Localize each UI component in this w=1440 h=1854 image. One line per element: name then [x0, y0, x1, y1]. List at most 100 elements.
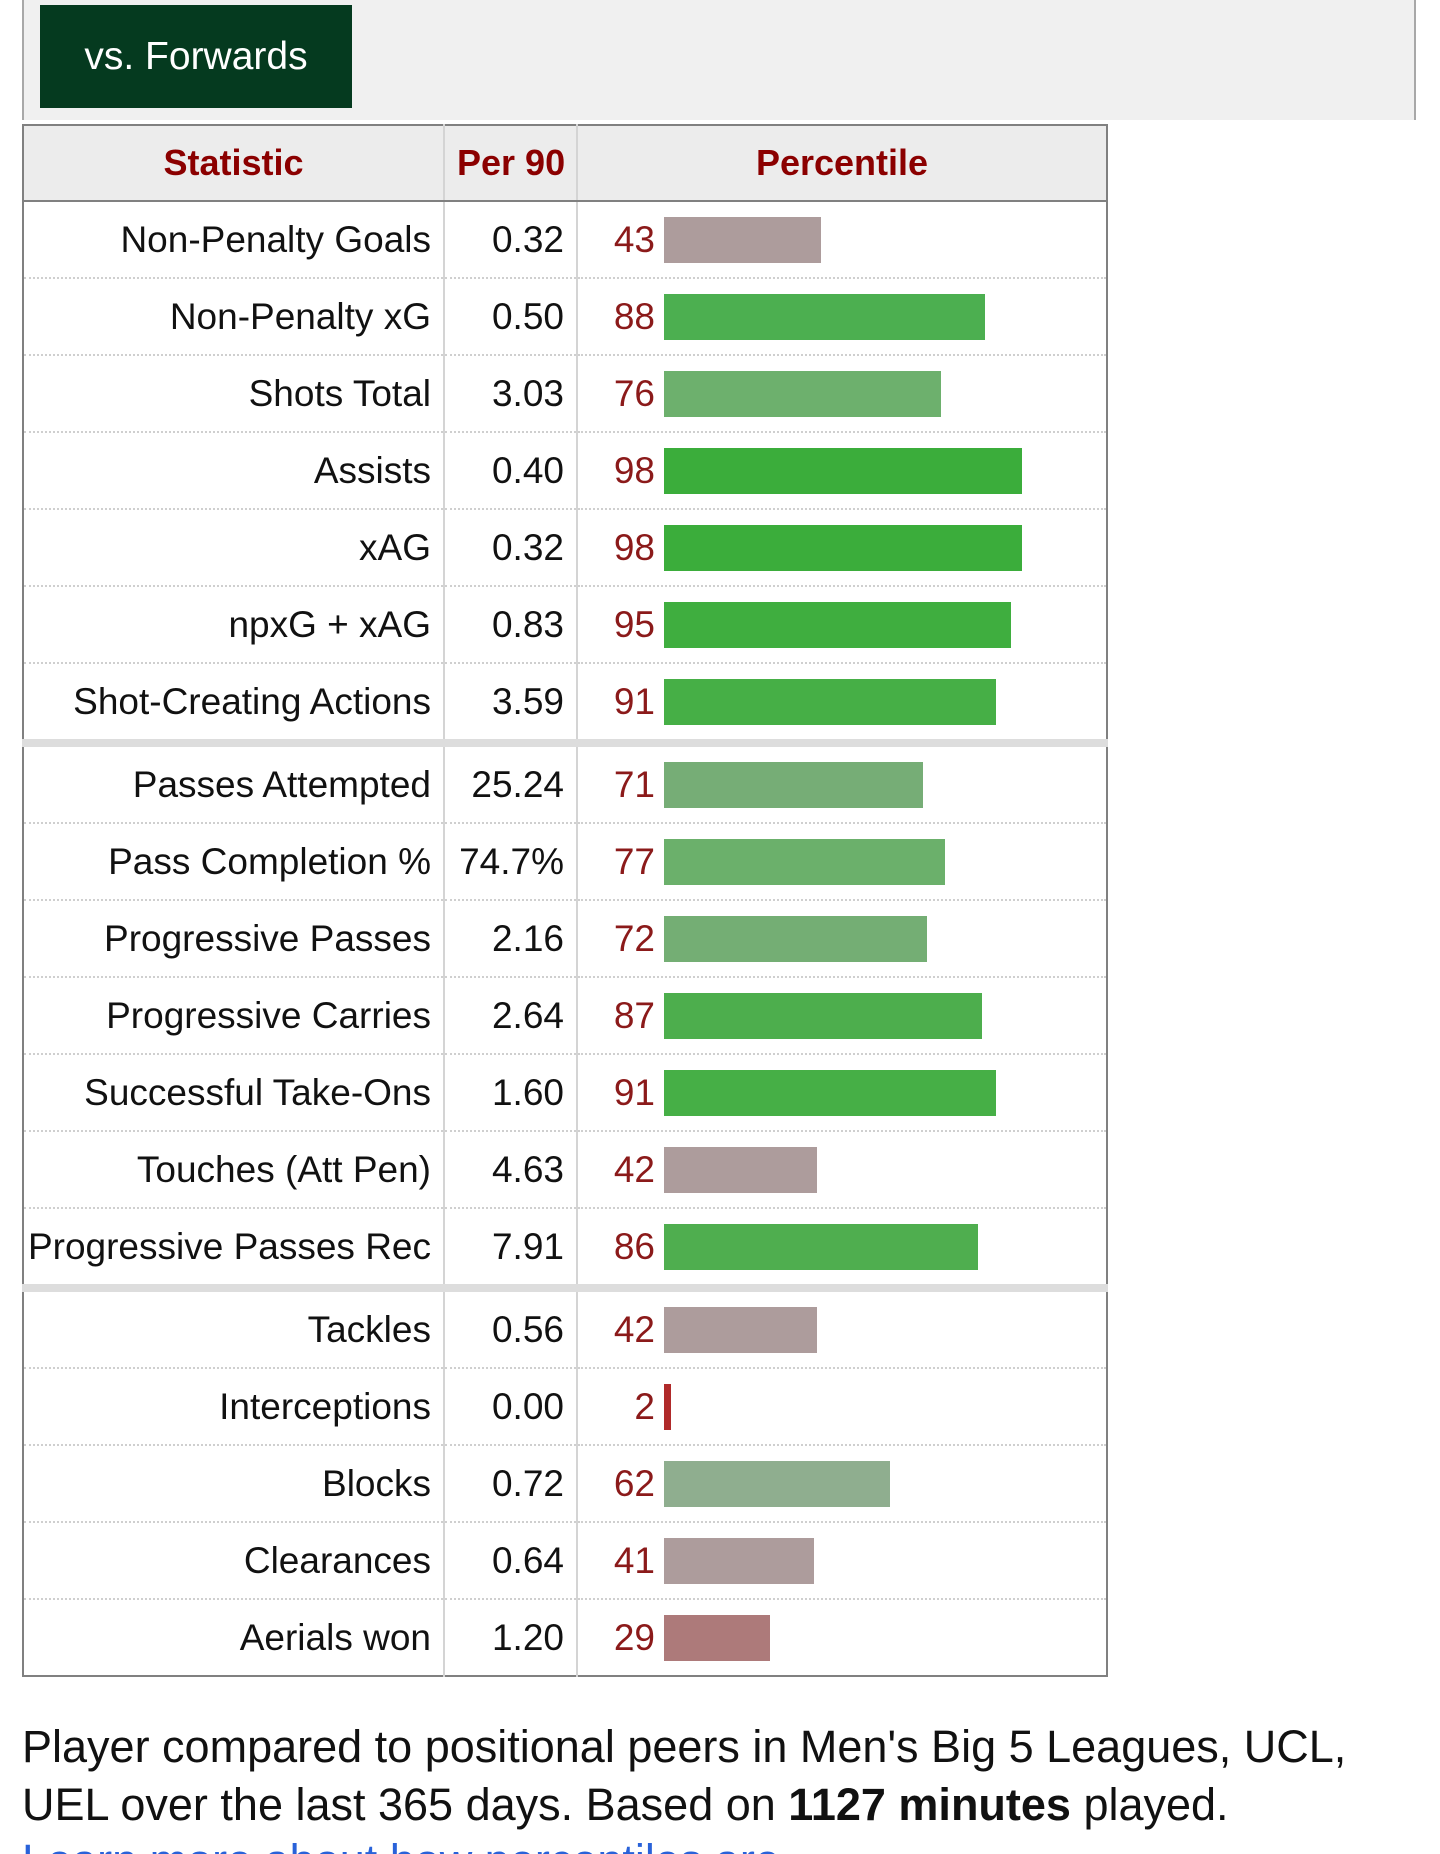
- percentile-cell: 91: [577, 663, 1107, 744]
- percentile-cell: 98: [577, 509, 1107, 587]
- percentile-cell: 71: [577, 739, 1107, 824]
- percentile-value: 43: [613, 218, 655, 260]
- table-row: Non-Penalty xG 0.50 88: [23, 278, 1107, 356]
- percentile-cell: 87: [577, 977, 1107, 1055]
- percentile-bar: [664, 1306, 818, 1353]
- table-row: Non-Penalty Goals 0.32 43: [23, 201, 1107, 279]
- table-row: Touches (Att Pen) 4.63 42: [23, 1131, 1107, 1209]
- percentile-value: 42: [613, 1148, 655, 1190]
- per90-value: 2.16: [444, 900, 578, 978]
- percentile-bar: [664, 838, 946, 885]
- table-row: npxG + xAG 0.83 95: [23, 586, 1107, 664]
- percentile-bar: [664, 601, 1011, 648]
- stat-name: Successful Take-Ons: [23, 1054, 445, 1132]
- percentile-value: 98: [613, 526, 655, 568]
- percentile-value: 91: [613, 1071, 655, 1113]
- table-row: Progressive Passes Rec 7.91 86: [23, 1208, 1107, 1289]
- percentile-bar: [664, 524, 1022, 571]
- stat-name: Progressive Passes Rec: [23, 1208, 445, 1289]
- percentile-cell: 41: [577, 1522, 1107, 1600]
- per90-value: 0.32: [444, 201, 578, 279]
- footer-note: Player compared to positional peers in M…: [22, 1718, 1422, 1834]
- per90-value: 0.56: [444, 1284, 578, 1369]
- percentile-value: 87: [613, 994, 655, 1036]
- percentile-bar: [664, 1460, 891, 1507]
- footer-text-end: played.: [1070, 1779, 1229, 1830]
- per90-value: 25.24: [444, 739, 578, 824]
- header-per90[interactable]: Per 90: [444, 125, 578, 202]
- percentile-cell: 95: [577, 586, 1107, 664]
- per90-value: 0.00: [444, 1368, 578, 1446]
- stat-name: npxG + xAG: [23, 586, 445, 664]
- percentile-value: 62: [613, 1462, 655, 1504]
- table-row: Successful Take-Ons 1.60 91: [23, 1054, 1107, 1132]
- percentile-value: 72: [613, 917, 655, 959]
- stat-name: Aerials won: [23, 1599, 445, 1676]
- percentile-value: 41: [613, 1539, 655, 1581]
- per90-value: 0.32: [444, 509, 578, 587]
- percentile-value: 76: [613, 372, 655, 414]
- percentile-cell: 62: [577, 1445, 1107, 1523]
- stat-name: Blocks: [23, 1445, 445, 1523]
- stat-name: Clearances: [23, 1522, 445, 1600]
- percentile-info-link[interactable]: Learn more about how percentiles are cal…: [22, 1832, 782, 1854]
- stat-name: Non-Penalty xG: [23, 278, 445, 356]
- percentile-cell: 88: [577, 278, 1107, 356]
- header-statistic[interactable]: Statistic: [23, 125, 445, 202]
- stat-name: Progressive Carries: [23, 977, 445, 1055]
- stat-name: Assists: [23, 432, 445, 510]
- table-row: Shot-Creating Actions 3.59 91: [23, 663, 1107, 744]
- stat-name: Non-Penalty Goals: [23, 201, 445, 279]
- percentile-bar: [664, 1223, 978, 1270]
- percentile-value: 71: [613, 763, 655, 805]
- per90-value: 74.7%: [444, 823, 578, 901]
- tab-bar: vs. Forwards: [22, 0, 1416, 120]
- footer-minutes: 1127 minutes: [788, 1779, 1071, 1830]
- table-row: Interceptions 0.00 2: [23, 1368, 1107, 1446]
- stat-name: Tackles: [23, 1284, 445, 1369]
- percentile-value: 42: [613, 1308, 655, 1350]
- stat-name: xAG: [23, 509, 445, 587]
- percentile-table: Statistic Per 90 Percentile Non-Penalty …: [22, 124, 1108, 1677]
- percentile-cell: 86: [577, 1208, 1107, 1289]
- percentile-cell: 72: [577, 900, 1107, 978]
- percentile-bar: [664, 1614, 770, 1661]
- percentile-value: 88: [613, 295, 655, 337]
- per90-value: 7.91: [444, 1208, 578, 1289]
- per90-value: 1.60: [444, 1054, 578, 1132]
- stat-name: Touches (Att Pen): [23, 1131, 445, 1209]
- table-header-row: Statistic Per 90 Percentile: [23, 125, 1107, 202]
- percentile-bar: [664, 678, 997, 725]
- percentile-bar: [664, 1383, 672, 1430]
- table-row: Aerials won 1.20 29: [23, 1599, 1107, 1676]
- table-row: Passes Attempted 25.24 71: [23, 739, 1107, 824]
- header-percentile[interactable]: Percentile: [577, 125, 1107, 202]
- table-row: Blocks 0.72 62: [23, 1445, 1107, 1523]
- table-row: Progressive Carries 2.64 87: [23, 977, 1107, 1055]
- percentile-bar: [664, 370, 942, 417]
- table-row: Tackles 0.56 42: [23, 1284, 1107, 1369]
- table-row: Clearances 0.64 41: [23, 1522, 1107, 1600]
- stat-name: Shots Total: [23, 355, 445, 433]
- percentile-bar: [664, 293, 986, 340]
- percentile-cell: 77: [577, 823, 1107, 901]
- per90-value: 4.63: [444, 1131, 578, 1209]
- stat-name: Progressive Passes: [23, 900, 445, 978]
- percentile-cell: 43: [577, 201, 1107, 279]
- percentile-value: 98: [613, 449, 655, 491]
- per90-value: 0.40: [444, 432, 578, 510]
- stat-name: Interceptions: [23, 1368, 445, 1446]
- percentile-cell: 91: [577, 1054, 1107, 1132]
- per90-value: 3.59: [444, 663, 578, 744]
- tab-vs-forwards[interactable]: vs. Forwards: [40, 5, 352, 108]
- percentile-cell: 29: [577, 1599, 1107, 1676]
- percentile-cell: 42: [577, 1131, 1107, 1209]
- footer-text: Player compared to positional peers in M…: [22, 1721, 1347, 1830]
- percentile-value: 95: [613, 603, 655, 645]
- table-row: Progressive Passes 2.16 72: [23, 900, 1107, 978]
- table-row: Assists 0.40 98: [23, 432, 1107, 510]
- per90-value: 2.64: [444, 977, 578, 1055]
- stat-name: Passes Attempted: [23, 739, 445, 824]
- per90-value: 0.72: [444, 1445, 578, 1523]
- stat-name: Pass Completion %: [23, 823, 445, 901]
